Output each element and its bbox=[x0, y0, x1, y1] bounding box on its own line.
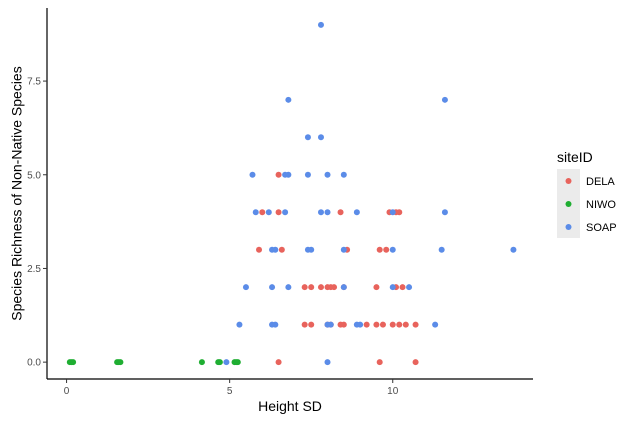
point-dela bbox=[376, 246, 383, 253]
point-soap bbox=[324, 359, 331, 366]
point-soap bbox=[285, 96, 292, 103]
point-soap bbox=[223, 359, 230, 366]
point-dela bbox=[301, 321, 308, 328]
point-soap bbox=[304, 134, 311, 141]
point-dela bbox=[402, 321, 409, 328]
point-soap bbox=[252, 209, 259, 216]
y-axis-title: Species Richness of Non-Native Species bbox=[9, 66, 25, 320]
point-dela bbox=[331, 284, 338, 291]
legend-label-dela: DELA bbox=[586, 176, 615, 188]
y-axis-ticks: 0.0 2.5 5.0 7.5 bbox=[27, 77, 47, 369]
point-dela bbox=[337, 209, 344, 216]
point-dela bbox=[340, 321, 347, 328]
point-soap bbox=[236, 321, 243, 328]
point-dela bbox=[363, 321, 370, 328]
point-dela bbox=[308, 321, 315, 328]
y-tick-label: 2.5 bbox=[27, 264, 41, 275]
point-dela bbox=[317, 284, 324, 291]
point-niwo bbox=[234, 359, 241, 366]
legend-key-soap bbox=[565, 224, 572, 230]
point-dela bbox=[278, 246, 285, 253]
point-soap bbox=[441, 96, 448, 103]
legend-items: DELA NIWO SOAP bbox=[557, 169, 617, 238]
point-soap bbox=[389, 284, 396, 291]
legend-label-niwo: NIWO bbox=[586, 199, 616, 211]
point-soap bbox=[389, 246, 396, 253]
x-axis-ticks: 0 5 10 bbox=[64, 379, 399, 397]
x-tick-label: 0 bbox=[64, 386, 70, 397]
point-soap bbox=[285, 284, 292, 291]
point-soap bbox=[272, 321, 279, 328]
point-dela bbox=[275, 171, 282, 178]
point-soap bbox=[432, 321, 439, 328]
point-niwo bbox=[198, 359, 205, 366]
point-dela bbox=[412, 321, 419, 328]
point-soap bbox=[441, 209, 448, 216]
point-soap bbox=[249, 171, 256, 178]
x-axis-title: Height SD bbox=[258, 398, 322, 414]
point-soap bbox=[406, 284, 413, 291]
point-dela bbox=[399, 284, 406, 291]
legend: siteID DELA NIWO SOAP bbox=[557, 149, 617, 238]
point-soap bbox=[324, 209, 331, 216]
point-dela bbox=[259, 209, 266, 216]
point-soap bbox=[389, 209, 396, 216]
point-soap bbox=[340, 171, 347, 178]
point-dela bbox=[412, 359, 419, 366]
point-niwo bbox=[117, 359, 124, 366]
point-dela bbox=[389, 321, 396, 328]
point-dela bbox=[373, 284, 380, 291]
x-tick-label: 10 bbox=[387, 386, 399, 397]
point-dela bbox=[301, 284, 308, 291]
point-soap bbox=[357, 321, 364, 328]
point-niwo bbox=[216, 359, 223, 366]
point-dela bbox=[275, 209, 282, 216]
point-soap bbox=[282, 209, 289, 216]
legend-key-dela bbox=[565, 178, 572, 184]
point-soap bbox=[308, 246, 315, 253]
point-soap bbox=[317, 134, 324, 141]
point-niwo bbox=[70, 359, 77, 366]
point-soap bbox=[304, 171, 311, 178]
point-dela bbox=[396, 321, 403, 328]
legend-title: siteID bbox=[557, 149, 593, 165]
point-soap bbox=[285, 171, 292, 178]
legend-label-soap: SOAP bbox=[586, 222, 617, 234]
point-dela bbox=[373, 321, 380, 328]
y-tick-label: 7.5 bbox=[27, 77, 41, 88]
point-soap bbox=[327, 321, 334, 328]
legend-key-niwo bbox=[565, 201, 572, 207]
point-dela bbox=[275, 359, 282, 366]
point-dela bbox=[383, 246, 390, 253]
point-soap bbox=[510, 246, 517, 253]
point-soap bbox=[272, 246, 279, 253]
point-soap bbox=[438, 246, 445, 253]
point-soap bbox=[340, 284, 347, 291]
y-tick-label: 0.0 bbox=[27, 358, 41, 369]
point-soap bbox=[317, 209, 324, 216]
point-dela bbox=[376, 359, 383, 366]
point-soap bbox=[242, 284, 249, 291]
point-soap bbox=[340, 246, 347, 253]
point-soap bbox=[265, 209, 272, 216]
point-soap bbox=[353, 209, 360, 216]
points-layer bbox=[66, 21, 517, 366]
point-dela bbox=[379, 321, 386, 328]
point-dela bbox=[308, 284, 315, 291]
point-dela bbox=[256, 246, 263, 253]
point-soap bbox=[317, 21, 324, 28]
point-soap bbox=[324, 171, 331, 178]
point-soap bbox=[269, 284, 276, 291]
y-tick-label: 5.0 bbox=[27, 170, 41, 181]
x-tick-label: 5 bbox=[227, 386, 233, 397]
point-dela bbox=[396, 209, 403, 216]
